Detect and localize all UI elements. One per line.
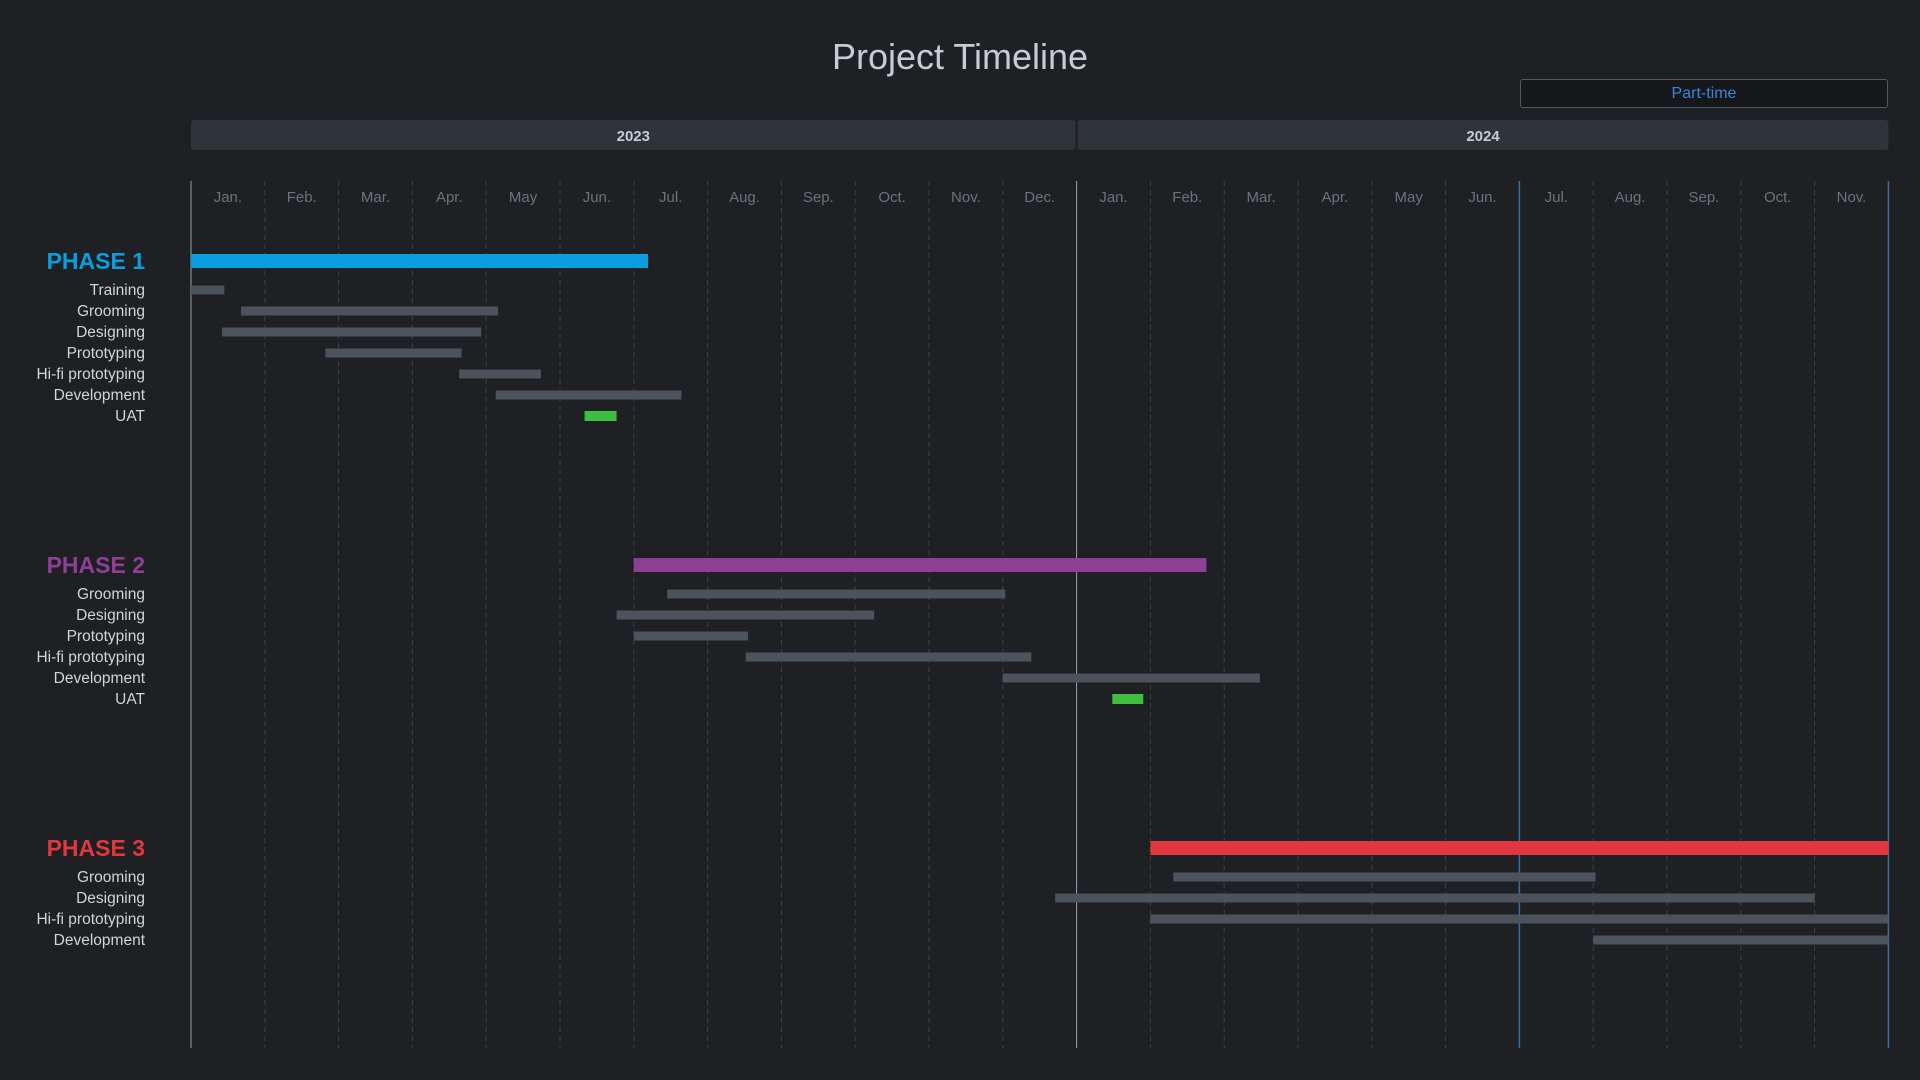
phase-1-development-label: Development [54, 387, 146, 404]
phase-3-designing-bar [1055, 893, 1815, 903]
month-label: Jan. [1099, 189, 1127, 206]
month-label: Apr. [1322, 189, 1349, 206]
phase-2-uat-label: UAT [115, 691, 145, 708]
phase-2-hi-fi-prototyping-bar [745, 652, 1032, 662]
month-label: Nov. [951, 189, 981, 206]
phase-1-uat-bar [584, 411, 617, 421]
month-label: May [509, 189, 538, 206]
phase-1-designing-label: Designing [76, 324, 145, 341]
phase-2-grooming-label: Grooming [77, 586, 145, 603]
month-label: Jun. [1468, 189, 1496, 206]
phase-1-prototyping-label: Prototyping [67, 345, 145, 362]
month-label: Apr. [436, 189, 463, 206]
phase-1-training-label: Training [90, 282, 145, 299]
phase-1-label: PHASE 1 [47, 248, 146, 274]
phase-2-hi-fi-prototyping-label: Hi-fi prototyping [36, 649, 145, 666]
phase-1-uat-label: UAT [115, 408, 145, 425]
year-label-2024: 2024 [1466, 128, 1500, 145]
phase-3-development-bar [1593, 935, 1889, 945]
phase-3-grooming-bar [1173, 872, 1596, 882]
year-band-2024 [1077, 120, 1889, 150]
phase-2-designing-bar [616, 610, 875, 620]
month-label: Sep. [803, 189, 834, 206]
year-band-2023 [191, 120, 1076, 150]
phase-1-grooming-bar [240, 306, 499, 316]
month-label: Jan. [214, 189, 242, 206]
phase-1-development-bar [495, 390, 682, 400]
month-label: Feb. [287, 189, 317, 206]
month-label: Sep. [1688, 189, 1719, 206]
month-label: Feb. [1172, 189, 1202, 206]
phase-3-grooming-label: Grooming [77, 869, 145, 886]
month-label: Oct. [878, 189, 906, 206]
phase-1-hi-fi-prototyping-bar [459, 369, 541, 379]
phase-2-prototyping-label: Prototyping [67, 628, 145, 645]
month-label: Mar. [1247, 189, 1276, 206]
phase-3-hi-fi-prototyping-bar [1150, 914, 1889, 924]
part-time-legend-badge[interactable]: Part-time [1520, 79, 1888, 108]
month-label: Nov. [1837, 189, 1867, 206]
phase-3-development-label: Development [54, 932, 146, 949]
month-label: Aug. [1615, 189, 1646, 206]
phase-2-bar [633, 558, 1207, 572]
year-label-2023: 2023 [617, 128, 650, 145]
month-label: Oct. [1764, 189, 1792, 206]
phase-2-grooming-bar [667, 589, 1006, 599]
phase-2-designing-label: Designing [76, 607, 145, 624]
phase-2-prototyping-bar [633, 631, 749, 641]
phase-2-development-bar [1002, 673, 1260, 683]
phase-2-label: PHASE 2 [47, 552, 145, 578]
phase-1-hi-fi-prototyping-label: Hi-fi prototyping [36, 366, 145, 383]
phase-3-hi-fi-prototyping-label: Hi-fi prototyping [36, 911, 145, 928]
phase-1-grooming-label: Grooming [77, 303, 145, 320]
phase-1-designing-bar [221, 327, 482, 337]
month-label: Aug. [729, 189, 760, 206]
month-label: Dec. [1024, 189, 1055, 206]
month-label: Mar. [361, 189, 390, 206]
chart-title: Project Timeline [831, 36, 1089, 77]
phase-1-training-bar [191, 285, 225, 295]
phase-2-uat-bar [1112, 694, 1144, 704]
month-label: Jun. [583, 189, 611, 206]
phase-3-bar [1150, 841, 1889, 855]
month-label: Jul. [1545, 189, 1568, 206]
month-label: Jul. [659, 189, 682, 206]
phase-1-bar [191, 254, 649, 268]
phase-3-designing-label: Designing [76, 890, 145, 907]
phase-3-label: PHASE 3 [47, 835, 145, 861]
phase-1-prototyping-bar [325, 348, 462, 358]
phase-2-development-label: Development [54, 670, 146, 687]
month-label: May [1395, 189, 1424, 206]
